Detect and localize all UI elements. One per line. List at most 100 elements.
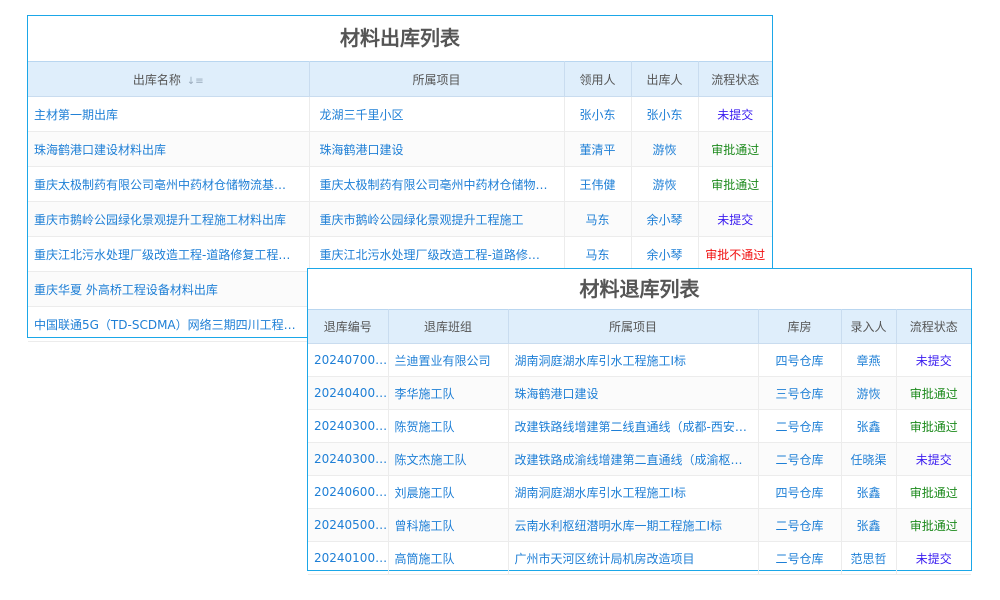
column-header-label: 流程状态	[909, 320, 958, 334]
table-cell: 任晓渠	[841, 442, 897, 476]
table-cell[interactable]: 2024030001	[308, 409, 389, 443]
table-row[interactable]: 2024010009 高筒施工队 广州市天河区统计局机房改造项目 二号仓库 范思哲 未提交	[308, 541, 971, 575]
status-cell: 审批不通过	[698, 236, 772, 272]
table-cell[interactable]: 高筒施工队	[388, 541, 509, 575]
table-cell: 二号仓库	[758, 541, 842, 575]
table-cell[interactable]: 2024030003	[308, 442, 389, 476]
return-list-panel: 材料退库列表 退库编号 退库班组 所属项目 库房 录入人 流程状态 2024070001 兰…	[307, 268, 972, 575]
table-cell[interactable]: 珠海鹤港口建设	[309, 131, 565, 167]
status-cell: 审批通过	[698, 166, 772, 202]
table-cell: 余小琴	[631, 236, 699, 272]
table-cell[interactable]: 主材第一期出库	[28, 96, 310, 132]
column-header[interactable]: 退库班组	[388, 309, 509, 344]
table-row[interactable]: 重庆江北污水处理厂级改造工程-道路修复工程… 重庆江北污水处理厂级改造工程-道路修…	[28, 236, 772, 272]
table-cell[interactable]: 2024050004	[308, 508, 389, 542]
return-table: 退库编号 退库班组 所属项目 库房 录入人 流程状态 2024070001 兰迪置业有限公司…	[308, 309, 971, 575]
column-header[interactable]: 出库人	[631, 61, 699, 97]
status-cell: 审批通过	[896, 508, 971, 542]
column-header-label: 退库编号	[323, 320, 372, 334]
table-row[interactable]: 珠海鹤港口建设材料出库 珠海鹤港口建设 董清平 游恢 审批通过	[28, 131, 772, 167]
table-cell: 湖南洞庭湖水库引水工程施工I标	[508, 475, 759, 509]
table-cell[interactable]: 重庆太极制药有限公司亳州中药材仓储物流基…	[28, 166, 310, 202]
column-header-label: 出库人	[646, 72, 683, 87]
column-header-label: 出库名称	[132, 72, 181, 87]
table-row[interactable]: 2024040003 李华施工队 珠海鹤港口建设 三号仓库 游恢 审批通过	[308, 376, 971, 410]
table-row[interactable]: 2024070001 兰迪置业有限公司 湖南洞庭湖水库引水工程施工I标 四号仓库 章燕未…	[308, 343, 971, 377]
table-row[interactable]: 2024030003 陈文杰施工队 改建铁路成渝线增建第二直通线（成渝枢… 二号仓库任…	[308, 442, 971, 476]
column-header-label: 流程状态	[711, 72, 760, 87]
status-cell: 未提交	[896, 343, 971, 377]
table-cell: 三号仓库	[758, 376, 842, 410]
column-header[interactable]: 流程状态	[698, 61, 772, 97]
column-header-label: 库房	[787, 320, 812, 334]
column-header[interactable]: 领用人	[564, 61, 632, 97]
status-cell: 审批通过	[896, 475, 971, 509]
status-cell: 审批通过	[896, 376, 971, 410]
column-header-label: 所属项目	[412, 72, 461, 87]
table-cell[interactable]: 重庆江北污水处理厂级改造工程-道路修复工程…	[28, 236, 310, 272]
table-row[interactable]: 重庆市鹅岭公园绿化景观提升工程施工材料出库 重庆市鹅岭公园绿化景观提升工程施工 马东…	[28, 201, 772, 237]
status-cell: 审批通过	[698, 131, 772, 167]
table-cell: 余小琴	[631, 201, 699, 237]
table-cell: 改建铁路成渝线增建第二直通线（成渝枢…	[508, 442, 759, 476]
table-cell: 范思哲	[841, 541, 897, 575]
column-header-label: 所属项目	[608, 320, 657, 334]
table-cell[interactable]: 刘晨施工队	[388, 475, 509, 509]
table-cell: 广州市天河区统计局机房改造项目	[508, 541, 759, 575]
column-header[interactable]: 所属项目	[309, 61, 565, 97]
table-cell[interactable]: 2024040003	[308, 376, 389, 410]
table-cell[interactable]: 李华施工队	[388, 376, 509, 410]
table-cell[interactable]: 重庆江北污水处理厂级改造工程-道路修…	[309, 236, 565, 272]
column-header[interactable]: 出库名称 ↓≡	[28, 61, 310, 97]
table-cell: 张鑫	[841, 409, 897, 443]
table-cell: 云南水利枢纽潜明水库一期工程施工I标	[508, 508, 759, 542]
table-cell[interactable]: 曾科施工队	[388, 508, 509, 542]
outbound-list-title: 材料出库列表	[340, 26, 460, 50]
table-cell: 游恢	[631, 166, 699, 202]
table-row[interactable]: 2024060004 刘晨施工队 湖南洞庭湖水库引水工程施工I标 四号仓库 张鑫 审批通过	[308, 475, 971, 509]
table-cell: 二号仓库	[758, 442, 842, 476]
status-cell: 未提交	[896, 442, 971, 476]
column-header[interactable]: 流程状态	[896, 309, 971, 344]
table-row[interactable]: 2024030001 陈贺施工队 改建铁路线增建第二线直通线（成都-西安… 二号仓库张…	[308, 409, 971, 443]
table-cell: 游恢	[841, 376, 897, 410]
status-cell: 未提交	[698, 201, 772, 237]
table-row[interactable]: 主材第一期出库 龙湖三千里小区 张小东 张小东 未提交	[28, 96, 772, 132]
table-row[interactable]: 重庆太极制药有限公司亳州中药材仓储物流基… 重庆太极制药有限公司亳州中药材仓储物……	[28, 166, 772, 202]
table-cell[interactable]: 陈文杰施工队	[388, 442, 509, 476]
column-header-label: 退库班组	[423, 320, 472, 334]
sort-descending-icon[interactable]: ↓≡	[186, 75, 204, 87]
table-cell[interactable]: 龙湖三千里小区	[309, 96, 565, 132]
table-cell[interactable]: 2024070001	[308, 343, 389, 377]
column-header[interactable]: 录入人	[841, 309, 897, 344]
table-cell[interactable]: 珠海鹤港口建设材料出库	[28, 131, 310, 167]
column-header[interactable]: 退库编号	[308, 309, 389, 344]
table-cell: 王伟健	[564, 166, 632, 202]
table-row[interactable]: 2024050004 曾科施工队 云南水利枢纽潜明水库一期工程施工I标 二号仓库 张鑫审…	[308, 508, 971, 542]
table-cell[interactable]: 重庆市鹅岭公园绿化景观提升工程施工	[309, 201, 565, 237]
table-cell: 董清平	[564, 131, 632, 167]
return-list-title: 材料退库列表	[579, 277, 700, 301]
column-header[interactable]: 库房	[758, 309, 842, 344]
table-cell: 珠海鹤港口建设	[508, 376, 759, 410]
column-header-label: 录入人	[850, 320, 887, 334]
table-cell: 张鑫	[841, 475, 897, 509]
table-cell: 四号仓库	[758, 343, 842, 377]
table-cell[interactable]: 重庆太极制药有限公司亳州中药材仓储物…	[309, 166, 565, 202]
table-cell[interactable]: 中国联通5G（TD-SCDMA）网络三期四川工程…	[28, 306, 310, 342]
table-cell: 张鑫	[841, 508, 897, 542]
table-cell[interactable]: 重庆华夏 外高桥工程设备材料出库	[28, 271, 310, 307]
table-cell[interactable]: 陈贺施工队	[388, 409, 509, 443]
table-cell[interactable]: 2024060004	[308, 475, 389, 509]
column-header[interactable]: 所属项目	[508, 309, 759, 344]
table-cell: 张小东	[631, 96, 699, 132]
table-cell[interactable]: 2024010009	[308, 541, 389, 575]
table-cell: 章燕	[841, 343, 897, 377]
table-cell[interactable]: 兰迪置业有限公司	[388, 343, 509, 377]
table-cell: 二号仓库	[758, 409, 842, 443]
table-cell: 四号仓库	[758, 475, 842, 509]
table-cell: 湖南洞庭湖水库引水工程施工I标	[508, 343, 759, 377]
table-cell: 游恢	[631, 131, 699, 167]
table-cell[interactable]: 重庆市鹅岭公园绿化景观提升工程施工材料出库	[28, 201, 310, 237]
status-cell: 未提交	[896, 541, 971, 575]
